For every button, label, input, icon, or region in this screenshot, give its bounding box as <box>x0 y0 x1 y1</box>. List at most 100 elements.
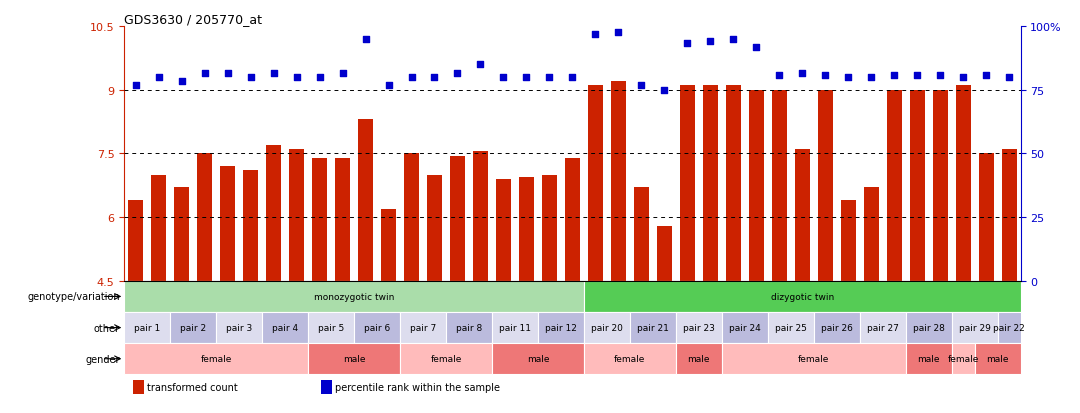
Bar <box>818 90 833 281</box>
Text: pair 2: pair 2 <box>180 323 206 332</box>
Bar <box>813 312 860 343</box>
Text: dizygotic twin: dizygotic twin <box>771 292 834 301</box>
Point <box>656 87 673 94</box>
Point <box>932 72 949 79</box>
Bar <box>1001 150 1016 281</box>
Text: male: male <box>527 354 549 363</box>
Bar <box>584 343 676 375</box>
Text: pair 4: pair 4 <box>272 323 298 332</box>
Text: pair 25: pair 25 <box>774 323 807 332</box>
Bar <box>322 380 333 394</box>
Point <box>977 72 995 79</box>
Point <box>380 83 397 90</box>
Bar <box>721 312 768 343</box>
Text: transformed count: transformed count <box>147 382 238 392</box>
Text: gender: gender <box>85 354 120 364</box>
Bar <box>473 152 488 281</box>
Bar <box>864 188 879 281</box>
Point <box>195 70 213 77</box>
Text: pair 6: pair 6 <box>364 323 390 332</box>
Text: pair 8: pair 8 <box>456 323 482 332</box>
Point <box>771 72 788 79</box>
Text: pair 23: pair 23 <box>683 323 715 332</box>
Text: pair 22: pair 22 <box>994 323 1025 332</box>
Text: female: female <box>798 354 829 363</box>
Text: percentile rank within the sample: percentile rank within the sample <box>335 382 500 392</box>
Point <box>265 70 282 77</box>
Text: GDS3630 / 205770_at: GDS3630 / 205770_at <box>124 13 262 26</box>
Point <box>678 40 696 47</box>
Bar <box>492 312 538 343</box>
Bar <box>124 281 584 312</box>
Point <box>839 74 856 81</box>
Point <box>150 74 167 81</box>
Bar <box>427 175 442 281</box>
Text: pair 7: pair 7 <box>410 323 436 332</box>
Point <box>517 74 535 81</box>
Bar <box>174 188 189 281</box>
Bar <box>492 343 584 375</box>
Point <box>725 36 742 43</box>
Bar <box>906 312 951 343</box>
Text: pair 12: pair 12 <box>545 323 577 332</box>
Bar <box>840 201 855 281</box>
Bar <box>400 312 446 343</box>
Bar <box>978 154 994 281</box>
Bar <box>171 312 216 343</box>
Bar <box>951 312 998 343</box>
Point <box>219 70 237 77</box>
Bar <box>129 201 144 281</box>
Text: pair 1: pair 1 <box>134 323 160 332</box>
Bar <box>450 156 465 281</box>
Bar <box>308 343 400 375</box>
Text: male: male <box>688 354 710 363</box>
Point <box>702 38 719 45</box>
Bar <box>956 86 971 281</box>
Bar <box>198 154 212 281</box>
Bar <box>542 175 557 281</box>
Text: pair 11: pair 11 <box>499 323 531 332</box>
Point <box>173 78 190 85</box>
Point <box>586 32 604 39</box>
Text: pair 21: pair 21 <box>637 323 669 332</box>
Bar <box>220 167 235 281</box>
Point <box>1000 74 1017 81</box>
Text: female: female <box>430 354 461 363</box>
Bar <box>611 82 625 281</box>
Text: pair 24: pair 24 <box>729 323 760 332</box>
Text: pair 20: pair 20 <box>591 323 623 332</box>
Text: pair 26: pair 26 <box>821 323 853 332</box>
Bar <box>359 120 373 281</box>
Text: male: male <box>917 354 940 363</box>
Text: female: female <box>947 354 978 363</box>
Point <box>863 74 880 81</box>
Bar <box>538 312 584 343</box>
Text: monozygotic twin: monozygotic twin <box>314 292 394 301</box>
Text: pair 27: pair 27 <box>867 323 899 332</box>
Bar <box>381 209 396 281</box>
Bar <box>726 86 741 281</box>
Bar <box>588 86 603 281</box>
Bar <box>887 90 902 281</box>
Bar <box>772 90 786 281</box>
Bar <box>703 86 718 281</box>
Bar <box>565 158 580 281</box>
Bar <box>262 312 308 343</box>
Bar <box>400 343 492 375</box>
Bar <box>354 312 400 343</box>
Bar <box>151 175 166 281</box>
Point <box>334 70 351 77</box>
Bar <box>584 312 630 343</box>
Bar <box>679 86 694 281</box>
Text: genotype/variation: genotype/variation <box>27 292 120 301</box>
Bar <box>289 150 305 281</box>
Bar <box>446 312 492 343</box>
Bar <box>216 312 262 343</box>
Point <box>747 45 765 51</box>
Point <box>908 72 926 79</box>
Bar <box>634 188 649 281</box>
Bar <box>584 281 1021 312</box>
Point <box>816 72 834 79</box>
Text: male: male <box>342 354 365 363</box>
Bar <box>124 312 171 343</box>
